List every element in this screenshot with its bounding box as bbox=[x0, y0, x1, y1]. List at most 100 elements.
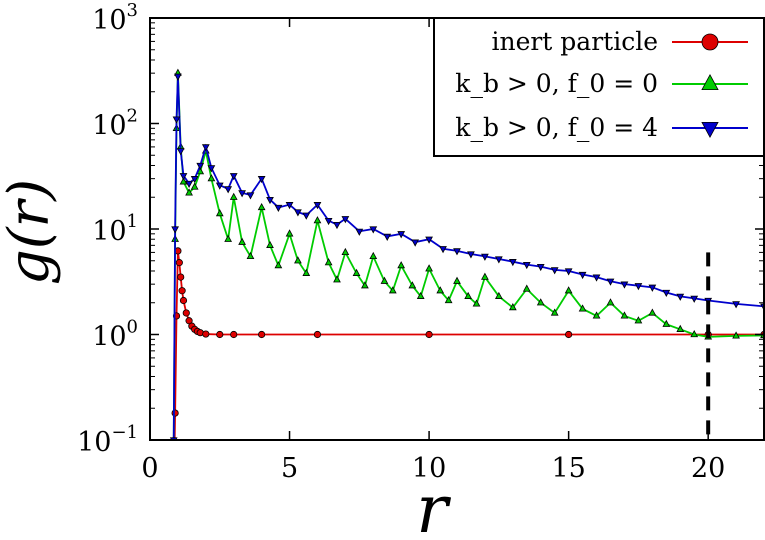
data-point bbox=[467, 251, 475, 259]
data-point bbox=[258, 330, 266, 339]
data-point bbox=[634, 283, 643, 291]
data-point bbox=[453, 248, 461, 256]
data-point bbox=[732, 331, 740, 339]
data-point bbox=[285, 202, 294, 210]
data-point bbox=[425, 330, 433, 339]
data-point bbox=[171, 492, 177, 498]
data-point bbox=[238, 190, 246, 198]
data-point bbox=[690, 329, 699, 338]
data-point bbox=[436, 286, 445, 294]
data-point bbox=[294, 209, 302, 217]
data-point bbox=[701, 122, 719, 139]
data-point bbox=[439, 246, 447, 254]
data-point bbox=[179, 177, 188, 185]
legend: inert particle k_b > 0, f_0 = 0 k_b > 0, f… bbox=[433, 17, 765, 157]
series-circle bbox=[171, 247, 764, 498]
data-point bbox=[380, 276, 389, 284]
data-point bbox=[207, 174, 216, 182]
data-point bbox=[257, 202, 266, 211]
data-point bbox=[701, 33, 719, 51]
data-point bbox=[508, 259, 517, 267]
data-point bbox=[185, 188, 193, 196]
data-point bbox=[341, 216, 350, 224]
data-point bbox=[416, 291, 425, 299]
data-point bbox=[361, 281, 369, 289]
x-axis-title: r bbox=[416, 471, 451, 540]
data-point bbox=[606, 298, 615, 306]
data-point bbox=[313, 330, 322, 339]
x-tick-label: 10 bbox=[412, 453, 446, 484]
data-point bbox=[662, 289, 671, 298]
data-point bbox=[620, 281, 629, 289]
data-point bbox=[522, 284, 531, 292]
data-point bbox=[230, 330, 238, 339]
data-point bbox=[676, 293, 685, 301]
data-point bbox=[246, 192, 255, 200]
data-point bbox=[190, 182, 199, 190]
data-point bbox=[224, 234, 233, 242]
data-point bbox=[701, 73, 719, 90]
data-point bbox=[266, 240, 274, 248]
data-point bbox=[550, 267, 559, 275]
data-point bbox=[411, 239, 420, 247]
data-point bbox=[662, 319, 671, 327]
data-point bbox=[408, 281, 417, 289]
data-point bbox=[369, 226, 378, 234]
data-point bbox=[536, 298, 545, 306]
data-point bbox=[224, 186, 233, 194]
data-point bbox=[578, 304, 587, 312]
data-point bbox=[578, 271, 587, 280]
data-point bbox=[690, 295, 699, 303]
data-point bbox=[185, 180, 193, 189]
data-point bbox=[294, 256, 302, 264]
x-tick-label: 20 bbox=[691, 453, 725, 484]
y-axis-title: g(r) bbox=[0, 179, 62, 285]
data-point bbox=[202, 330, 210, 338]
data-point bbox=[341, 247, 350, 256]
data-point bbox=[285, 229, 294, 237]
data-point bbox=[464, 291, 473, 299]
y-tick-label: 10−1 bbox=[77, 422, 138, 458]
data-point bbox=[634, 316, 643, 324]
data-point bbox=[355, 228, 364, 236]
x-tick-label: 0 bbox=[141, 453, 158, 484]
data-point bbox=[324, 258, 333, 266]
data-point bbox=[494, 256, 503, 264]
data-point bbox=[182, 309, 190, 317]
data-point bbox=[472, 299, 481, 307]
data-point bbox=[216, 330, 224, 339]
series-triangle-down bbox=[169, 73, 764, 440]
data-point bbox=[171, 226, 179, 234]
y-tick-exponent: 2 bbox=[127, 106, 138, 127]
data-point bbox=[246, 251, 255, 260]
data-point bbox=[274, 261, 283, 269]
data-point bbox=[201, 144, 210, 152]
data-point bbox=[174, 73, 182, 81]
data-point bbox=[397, 261, 406, 269]
legend-label: inert particle bbox=[491, 27, 658, 56]
series-layer bbox=[169, 68, 764, 498]
y-tick-base: 10 bbox=[92, 5, 126, 36]
data-point bbox=[196, 162, 205, 171]
data-point bbox=[171, 409, 179, 417]
y-tick-label: 101 bbox=[92, 211, 138, 247]
data-point bbox=[333, 275, 341, 283]
data-point bbox=[453, 276, 461, 284]
data-point bbox=[388, 286, 397, 294]
legend-label: k_b > 0, f_0 = 0 bbox=[455, 69, 658, 98]
data-point bbox=[522, 261, 531, 270]
data-point bbox=[176, 148, 185, 156]
data-point bbox=[565, 330, 573, 339]
data-point bbox=[215, 182, 224, 190]
y-tick-label: 102 bbox=[92, 106, 138, 142]
data-point bbox=[172, 116, 181, 124]
series-line bbox=[172, 76, 764, 440]
data-point bbox=[481, 253, 489, 261]
data-point bbox=[564, 286, 573, 294]
y-tick-base: 10 bbox=[77, 427, 111, 458]
data-point bbox=[177, 273, 185, 281]
data-point bbox=[425, 236, 433, 244]
y-tick-label: 100 bbox=[92, 317, 138, 353]
data-point bbox=[190, 176, 199, 184]
